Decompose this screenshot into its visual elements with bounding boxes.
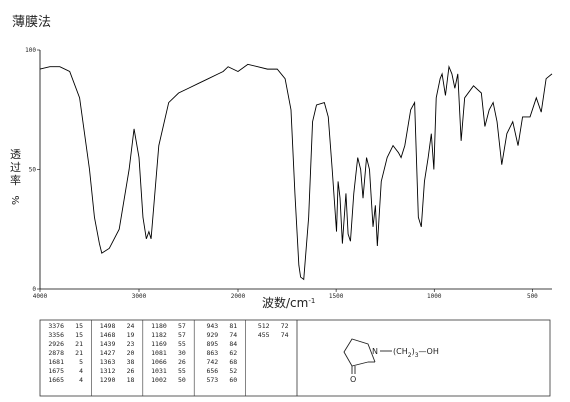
ring bbox=[343, 338, 376, 367]
peak-transmittance: 15 bbox=[75, 331, 83, 339]
peak-transmittance: 5 bbox=[79, 358, 83, 366]
chain-text: (CH bbox=[393, 347, 408, 356]
y-tick-label: 50 bbox=[29, 167, 37, 174]
peak-transmittance: 4 bbox=[79, 367, 83, 375]
x-tick-label: 4000 bbox=[33, 293, 48, 300]
x-label-text: 波数/cm bbox=[262, 295, 308, 310]
peak-wavenumber: 943 bbox=[206, 322, 218, 330]
chain-close: ) bbox=[412, 347, 415, 356]
peak-wavenumber: 1182 bbox=[151, 331, 167, 339]
peak-wavenumber: 2878 bbox=[48, 349, 64, 357]
peak-transmittance: 50 bbox=[178, 376, 186, 384]
peak-transmittance: 55 bbox=[178, 340, 186, 348]
peak-transmittance: 57 bbox=[178, 331, 186, 339]
peak-transmittance: 60 bbox=[229, 376, 237, 384]
x-tick-label: 1000 bbox=[427, 293, 442, 300]
peak-transmittance: 26 bbox=[127, 367, 135, 375]
peak-wavenumber: 1169 bbox=[151, 340, 167, 348]
table-border bbox=[39, 319, 551, 397]
peak-wavenumber: 1180 bbox=[151, 322, 167, 330]
y-tick-label: 100 bbox=[25, 47, 36, 54]
y-tick-label: 0 bbox=[32, 286, 36, 293]
peak-transmittance: 74 bbox=[281, 331, 289, 339]
peak-transmittance: 18 bbox=[127, 376, 135, 384]
y-label-char: 率 bbox=[10, 173, 21, 187]
peak-wavenumber: 742 bbox=[206, 358, 218, 366]
peak-wavenumber: 656 bbox=[206, 367, 218, 375]
peak-wavenumber: 1312 bbox=[100, 367, 116, 375]
x-tick-label: 1500 bbox=[329, 293, 344, 300]
peak-wavenumber: 895 bbox=[206, 340, 218, 348]
peak-transmittance: 23 bbox=[127, 340, 135, 348]
peak-transmittance: 15 bbox=[75, 322, 83, 330]
peak-transmittance: 24 bbox=[127, 322, 135, 330]
peak-wavenumber: 1468 bbox=[100, 331, 116, 339]
chain: (CH2)3—OH bbox=[393, 347, 439, 359]
peak-transmittance: 52 bbox=[229, 367, 237, 375]
peak-transmittance: 72 bbox=[281, 322, 289, 330]
x-axis-label: 波数/cm-1 bbox=[262, 295, 315, 310]
peak-transmittance: 81 bbox=[229, 322, 237, 330]
y-unit: % bbox=[11, 195, 22, 205]
peak-wavenumber: 573 bbox=[206, 376, 218, 384]
peak-wavenumber: 1290 bbox=[100, 376, 116, 384]
peak-transmittance: 26 bbox=[178, 358, 186, 366]
x-tick-label: 500 bbox=[527, 293, 538, 300]
peak-wavenumber: 1681 bbox=[48, 358, 64, 366]
peak-transmittance: 19 bbox=[127, 331, 135, 339]
peak-wavenumber: 1675 bbox=[48, 367, 64, 375]
x-tick-label: 3000 bbox=[132, 293, 147, 300]
peak-wavenumber: 3356 bbox=[48, 331, 64, 339]
peak-transmittance: 4 bbox=[79, 376, 83, 384]
y-axis-label: 透过率 bbox=[10, 148, 21, 187]
atom-o: O bbox=[350, 375, 356, 384]
peak-wavenumber: 1498 bbox=[100, 322, 116, 330]
peak-wavenumber: 929 bbox=[206, 331, 218, 339]
peak-wavenumber: 1665 bbox=[48, 376, 64, 384]
peak-wavenumber: 455 bbox=[258, 331, 270, 339]
chain-oh: —OH bbox=[419, 347, 439, 356]
peak-wavenumber: 512 bbox=[258, 322, 270, 330]
chart-title: 薄膜法 bbox=[12, 15, 51, 30]
peak-wavenumber: 2926 bbox=[48, 340, 64, 348]
peak-transmittance: 21 bbox=[75, 349, 83, 357]
chain-count: 3 bbox=[415, 352, 419, 359]
peak-transmittance: 62 bbox=[229, 349, 237, 357]
peak-wavenumber: 1363 bbox=[100, 358, 116, 366]
peak-wavenumber: 3376 bbox=[48, 322, 64, 330]
atom-n: N bbox=[372, 347, 378, 356]
peak-wavenumber: 863 bbox=[206, 349, 218, 357]
peak-wavenumber: 1031 bbox=[151, 367, 167, 375]
peak-transmittance: 21 bbox=[75, 340, 83, 348]
structure bbox=[343, 338, 392, 374]
peak-transmittance: 55 bbox=[178, 367, 186, 375]
peak-wavenumber: 1081 bbox=[151, 349, 167, 357]
peak-wavenumber: 1439 bbox=[100, 340, 116, 348]
y-label-char: 透 bbox=[10, 148, 21, 161]
peak-wavenumber: 1066 bbox=[151, 358, 167, 366]
y-label-char: 过 bbox=[10, 161, 21, 174]
peak-transmittance: 68 bbox=[229, 358, 237, 366]
peak-transmittance: 57 bbox=[178, 322, 186, 330]
peak-wavenumber: 1427 bbox=[100, 349, 116, 357]
peak-transmittance: 38 bbox=[127, 358, 135, 366]
peak-table: 3376 15 3356 15 2926 21 2878 21 1681 5 1675 4 1665 4 1… bbox=[39, 319, 551, 397]
peak-transmittance: 74 bbox=[229, 331, 237, 339]
spectrum-line bbox=[39, 63, 553, 281]
peak-wavenumber: 1002 bbox=[151, 376, 167, 384]
chain-sub: 2 bbox=[408, 352, 412, 359]
x-label-sup: -1 bbox=[308, 297, 315, 305]
peak-transmittance: 84 bbox=[229, 340, 237, 348]
peak-transmittance: 20 bbox=[127, 349, 135, 357]
x-tick-label: 2000 bbox=[231, 293, 246, 300]
peak-transmittance: 30 bbox=[178, 349, 186, 357]
